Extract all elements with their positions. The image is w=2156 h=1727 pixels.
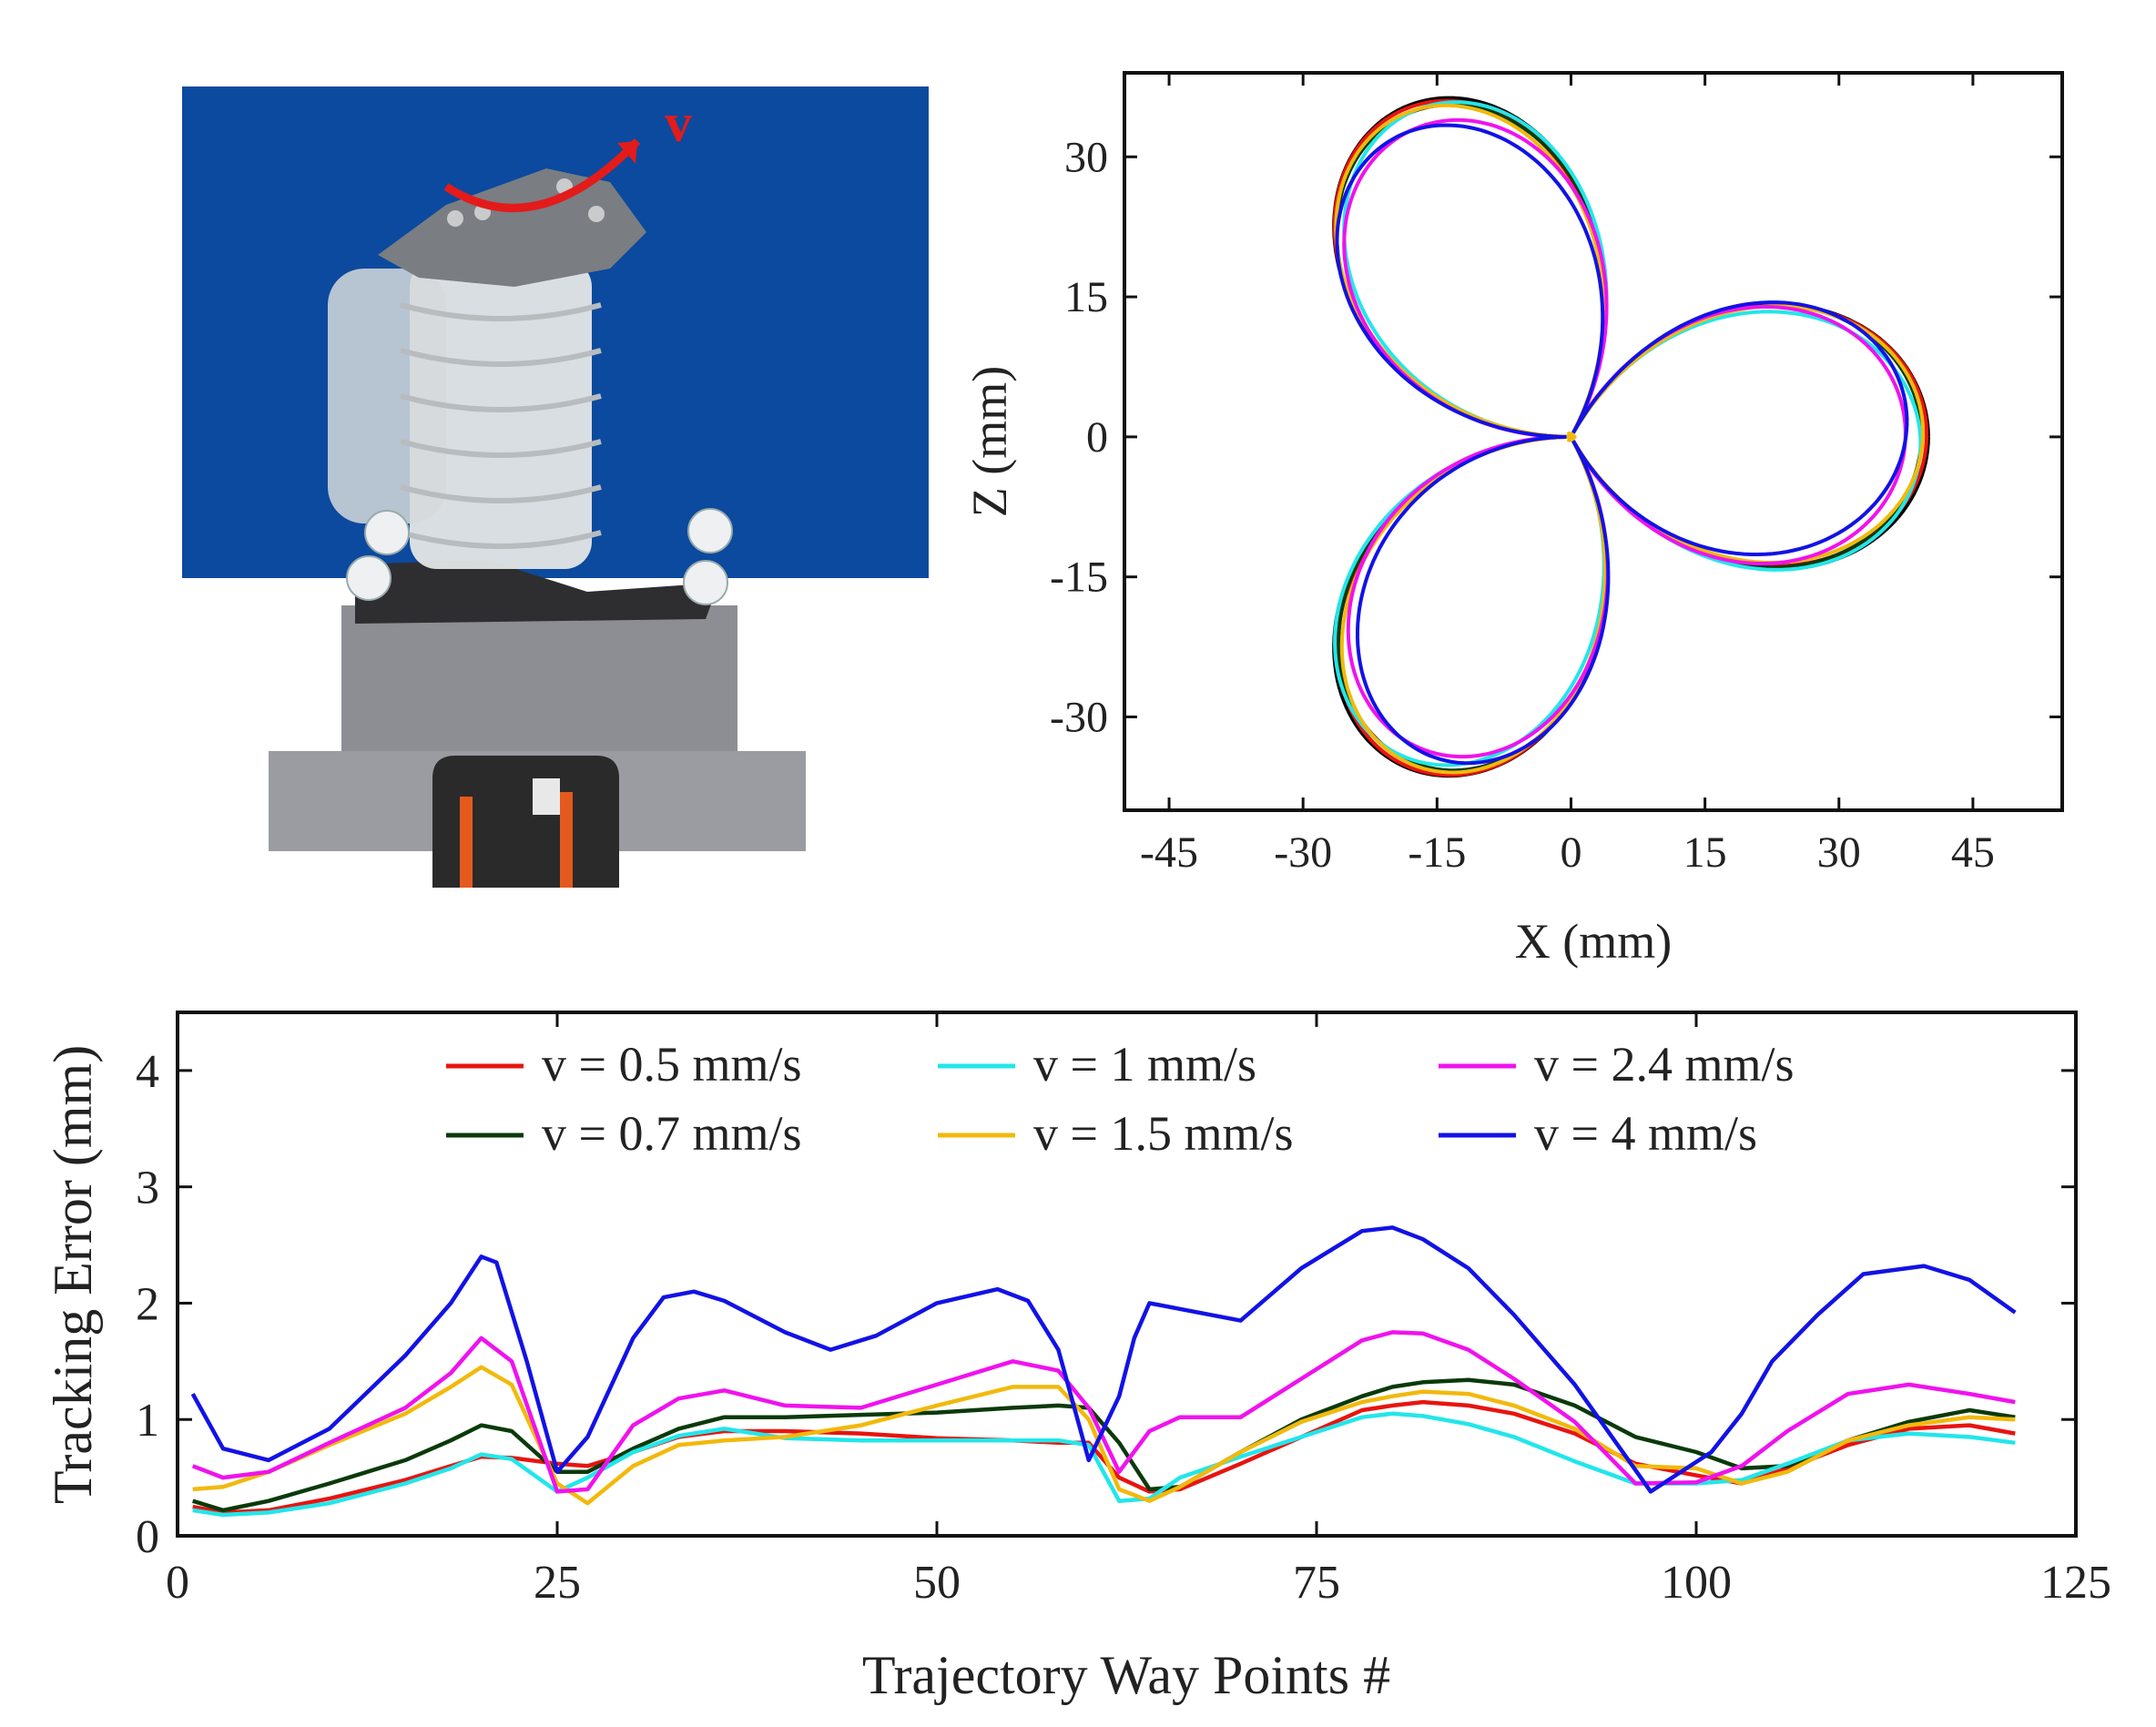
xz-series-line xyxy=(1333,100,1923,767)
error-y-tick-label: 3 xyxy=(136,1163,159,1214)
xz-x-tick-label: 15 xyxy=(1683,828,1727,877)
error-series-line xyxy=(192,1377,2016,1513)
xz-series-line xyxy=(1342,117,1907,759)
soft-robot-photo-icon: v xyxy=(182,86,929,888)
error-legend: v = 0.5 mm/s v = 0.7 mm/s v = 1 mm/s v = 1.… xyxy=(446,1037,1794,1161)
error-x-tick-label: 100 xyxy=(1661,1557,1732,1609)
xz-x-tick-label: 30 xyxy=(1817,828,1861,877)
error-y-axis-label: Tracking Error (mm) xyxy=(43,1045,103,1504)
legend-label: v = 1 mm/s xyxy=(1033,1037,1256,1092)
tracking-error-svg: 0 25 50 75 100 125 0 1 2 3 4 v = 0.5 mm/s v = 0.7 m… xyxy=(43,1011,2111,1705)
screw xyxy=(588,206,605,222)
xz-y-tick-label: 15 xyxy=(1064,273,1108,321)
xz-trajectory-chart: -45 -30 -15 0 15 30 45 -30 -15 0 15 30 X (mm) Z (mm… xyxy=(938,55,2131,974)
gray-base-block xyxy=(341,605,737,774)
xz-trajectory-svg: -45 -30 -15 0 15 30 45 -30 -15 0 15 30 X (mm) Z (mm… xyxy=(962,71,2064,969)
legend-label: v = 4 mm/s xyxy=(1534,1106,1757,1161)
legend-label: v = 2.4 mm/s xyxy=(1534,1037,1794,1092)
marker-ball-icon xyxy=(346,555,392,601)
error-x-tick-label: 75 xyxy=(1293,1557,1340,1609)
xz-x-tick-label: 0 xyxy=(1560,828,1581,877)
xz-x-axis-label: X (mm) xyxy=(1515,914,1672,969)
arrow-head-icon xyxy=(617,141,637,164)
error-x-tick-label: 50 xyxy=(913,1557,961,1609)
soft-robot-photo: v xyxy=(182,86,929,888)
tube-left xyxy=(460,797,473,888)
legend-label: v = 0.7 mm/s xyxy=(542,1106,801,1161)
error-x-tick-label: 125 xyxy=(2040,1557,2111,1609)
velocity-label: v xyxy=(665,93,692,153)
motion-arrow-icon xyxy=(443,137,641,212)
xz-series-line xyxy=(1335,103,1924,773)
bellows xyxy=(328,259,602,569)
xz-series-line xyxy=(1332,96,1930,778)
top-cap xyxy=(378,168,646,287)
error-series-line xyxy=(191,1330,2016,1494)
xz-plot-frame xyxy=(1123,71,2064,812)
error-series-group xyxy=(190,1225,2017,1518)
error-x-tick-label: 0 xyxy=(166,1557,189,1609)
error-x-tick-label: 25 xyxy=(534,1557,581,1609)
xz-y-axis-label: Z (mm) xyxy=(962,366,1017,517)
xz-y-tick-label: -30 xyxy=(1050,693,1108,741)
xz-x-tick-label: -15 xyxy=(1408,828,1466,877)
xz-series-line xyxy=(1335,123,1909,766)
screw xyxy=(447,210,463,227)
xz-y-tick-label: 30 xyxy=(1064,133,1108,181)
xz-x-tick-label: -30 xyxy=(1274,828,1332,877)
error-y-tick-label: 0 xyxy=(136,1511,159,1563)
xz-x-tick-label: 45 xyxy=(1951,828,1995,877)
error-series-line xyxy=(190,1225,2017,1494)
xz-x-tick-label: -45 xyxy=(1140,828,1198,877)
error-y-tick-label: 1 xyxy=(136,1395,159,1447)
error-x-axis-label: Trajectory Way Points # xyxy=(862,1645,1390,1705)
xz-ticks-group: -45 -30 -15 0 15 30 45 -30 -15 0 15 30 xyxy=(1050,73,2062,877)
legend-label: v = 1.5 mm/s xyxy=(1033,1106,1293,1161)
xz-y-tick-label: 0 xyxy=(1086,413,1108,462)
connector xyxy=(533,778,560,815)
xz-y-tick-label: -15 xyxy=(1050,554,1108,602)
error-y-tick-label: 4 xyxy=(136,1046,159,1098)
marker-ball-icon xyxy=(683,560,728,605)
error-ticks-group: 0 25 50 75 100 125 0 1 2 3 4 xyxy=(136,1012,2111,1609)
error-y-tick-label: 2 xyxy=(136,1278,159,1330)
xz-series-line xyxy=(1334,103,1926,775)
marker-ball-icon xyxy=(687,508,733,554)
xz-series-group xyxy=(1332,96,1930,778)
xz-series-line xyxy=(1332,98,1929,777)
marker-ball-icon xyxy=(364,510,410,555)
tube-right xyxy=(560,792,573,888)
error-plot-frame xyxy=(176,1011,2078,1538)
legend-label: v = 0.5 mm/s xyxy=(542,1037,801,1092)
tracking-error-chart: 0 25 50 75 100 125 0 1 2 3 4 v = 0.5 mm/s v = 0.7 m… xyxy=(18,979,2140,1716)
black-plate xyxy=(355,560,719,624)
